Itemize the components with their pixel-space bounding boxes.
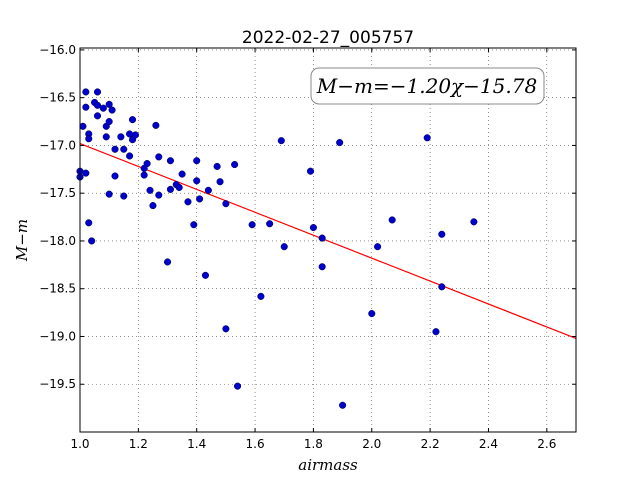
data-point — [231, 160, 239, 169]
y-tick-label: −17.0 — [39, 138, 76, 152]
data-point — [82, 88, 90, 96]
x-tick-label: 1.6 — [246, 437, 265, 451]
y-tick-label: −18.0 — [39, 234, 76, 248]
data-point — [266, 220, 274, 228]
data-point — [196, 195, 204, 203]
data-point — [128, 116, 137, 124]
data-point — [438, 230, 446, 238]
fit-line — [79, 142, 577, 339]
data-point — [280, 243, 288, 251]
data-point — [85, 135, 93, 143]
data-point — [166, 157, 174, 165]
data-point — [93, 88, 102, 96]
data-point — [318, 234, 326, 242]
data-point — [82, 169, 90, 177]
data-point — [105, 190, 113, 198]
data-point — [306, 167, 315, 175]
data-point — [277, 137, 285, 145]
data-point — [155, 191, 163, 199]
data-point — [438, 283, 446, 291]
x-tick-label: 1.0 — [70, 437, 89, 451]
data-point — [152, 121, 160, 129]
data-point — [388, 216, 396, 224]
data-point — [146, 186, 154, 194]
y-tick-label: −18.5 — [39, 282, 76, 296]
data-point — [108, 106, 116, 114]
y-tick-label: −19.0 — [39, 329, 76, 343]
data-point — [79, 122, 87, 130]
data-point — [85, 219, 93, 227]
axis-ticks: 1.0 1.2 1.4 1.6 1.8 2.0 2.2 2.4 2.6 −16.0 −16.5 −17… — [39, 43, 576, 451]
y-axis-label: M−m — [13, 219, 31, 262]
fit-annotation: M−m=−1.20χ−15.78 — [310, 67, 545, 105]
data-point — [470, 218, 478, 226]
data-point — [163, 258, 172, 266]
data-point — [432, 328, 440, 336]
data-point — [175, 183, 183, 192]
data-point — [248, 221, 256, 229]
data-point — [155, 153, 163, 161]
data-point — [184, 198, 192, 206]
data-point — [193, 157, 201, 165]
annotation-text: M−m=−1.20χ−15.78 — [316, 74, 537, 98]
data-point — [178, 170, 186, 178]
y-tick-label: −19.5 — [39, 377, 76, 391]
data-point — [318, 263, 326, 271]
x-axis-label: airmass — [298, 456, 358, 474]
data-point — [309, 224, 317, 232]
data-point — [423, 134, 431, 142]
data-point — [88, 237, 96, 245]
data-point — [111, 145, 119, 153]
data-point — [193, 177, 201, 185]
data-point — [99, 104, 107, 112]
x-tick-label: 2.4 — [479, 437, 498, 451]
data-point — [105, 118, 113, 126]
data-point — [201, 271, 210, 279]
data-point — [93, 112, 102, 120]
x-tick-label: 2.2 — [421, 437, 440, 451]
data-point — [339, 401, 347, 409]
x-tick-label: 1.8 — [304, 437, 323, 451]
data-point — [126, 152, 134, 160]
data-point — [190, 221, 198, 229]
chart-title: 2022-02-27_005757 — [242, 28, 414, 48]
data-point — [222, 325, 230, 333]
data-point — [120, 145, 128, 153]
data-point — [120, 192, 128, 200]
fit-layer — [79, 142, 577, 339]
x-tick-label: 1.2 — [129, 437, 148, 451]
data-point — [93, 101, 102, 109]
y-tick-label: −16.0 — [39, 43, 76, 57]
data-point — [105, 100, 113, 108]
data-point — [117, 133, 125, 141]
data-point — [166, 185, 174, 193]
data-point — [131, 131, 139, 139]
data-point — [213, 162, 221, 170]
data-point — [204, 186, 212, 194]
y-tick-label: −16.5 — [39, 91, 76, 105]
x-tick-label: 1.4 — [187, 437, 206, 451]
plot-frame — [79, 47, 577, 433]
data-point — [149, 202, 157, 210]
x-tick-label: 2.6 — [537, 437, 556, 451]
annotation-box — [310, 67, 545, 105]
data-point — [374, 243, 382, 251]
data-point — [102, 133, 110, 141]
data-points — [76, 88, 478, 409]
data-point — [234, 382, 242, 390]
data-point — [143, 160, 151, 168]
data-point — [111, 172, 119, 180]
data-point — [336, 139, 344, 147]
data-point — [222, 200, 230, 208]
x-tick-label: 2.0 — [362, 437, 381, 451]
data-point — [368, 310, 376, 318]
y-tick-label: −17.5 — [39, 186, 76, 200]
data-point — [140, 171, 148, 179]
data-point — [216, 178, 224, 186]
data-point — [82, 103, 90, 111]
data-point — [257, 292, 265, 300]
